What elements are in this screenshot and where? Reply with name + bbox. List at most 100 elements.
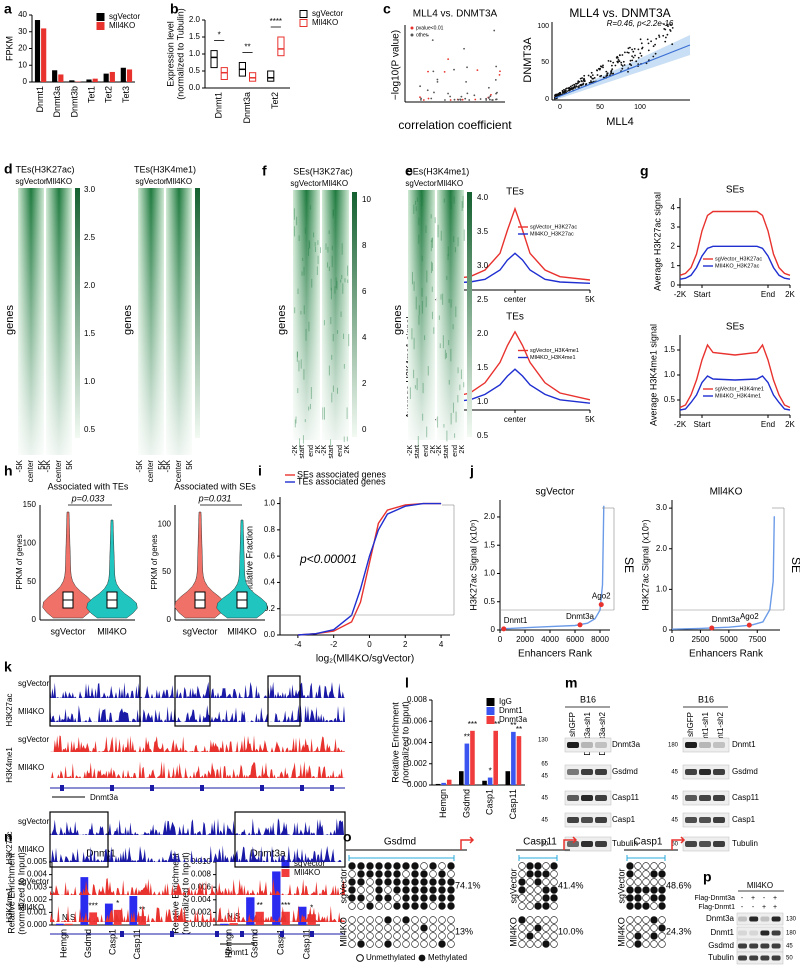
heatmap-streak — [322, 407, 324, 420]
cpg — [438, 894, 446, 902]
cpg — [375, 870, 383, 878]
panel-label: j — [469, 463, 474, 479]
y-label: Cumulative Fraction — [244, 526, 254, 606]
exon — [110, 785, 114, 791]
y-label: (normalized to Tubulin) — [175, 8, 185, 100]
dot — [431, 39, 434, 42]
y-label: H3K27ac Signal (x10⁵) — [640, 519, 650, 610]
x-tick-label: End — [761, 290, 775, 299]
heatmap-streak — [343, 436, 345, 443]
heatmap-streak — [418, 217, 420, 226]
band — [567, 795, 579, 801]
x-tick-label: -2K — [674, 290, 687, 299]
cpg — [438, 916, 446, 924]
exon — [200, 785, 204, 791]
cpg — [429, 916, 437, 924]
bar — [109, 71, 115, 82]
cpg — [658, 916, 666, 924]
y-tick-label: 30 — [18, 27, 27, 36]
label: Tubulin — [732, 839, 758, 848]
cpg — [518, 886, 526, 894]
significance: **** — [270, 17, 282, 26]
band — [699, 795, 711, 801]
label: end — [308, 445, 315, 457]
heatmap-streak — [431, 286, 433, 292]
heatmap-streak — [316, 266, 318, 275]
heatmap-streak — [309, 241, 311, 249]
dot — [629, 59, 632, 62]
x-tick-label: Tet3 — [121, 86, 131, 103]
cpg — [411, 940, 419, 948]
label: sgVector — [338, 868, 348, 903]
heatmap-streak — [314, 242, 316, 247]
bar — [511, 731, 516, 785]
heatmap-streak — [309, 403, 311, 410]
panel-label: l — [405, 675, 409, 691]
band — [749, 930, 759, 936]
legend-swatch — [486, 698, 495, 706]
significance: * — [310, 903, 313, 912]
label: sgVector — [18, 679, 49, 688]
label: Dnmt1 — [710, 928, 734, 937]
y-tick-label: 0.4 — [264, 578, 276, 587]
label: Mll4KO — [18, 763, 44, 772]
dot — [602, 64, 604, 67]
cpg — [348, 870, 356, 878]
y-tick-label: 0.0 — [189, 83, 201, 92]
cpg — [658, 894, 666, 902]
label: Casp1 — [612, 815, 636, 824]
heatmap-streak — [308, 321, 310, 332]
heatmap-streak — [313, 232, 315, 238]
bar — [64, 923, 73, 925]
dot — [426, 89, 429, 92]
blot-bg — [682, 737, 730, 753]
band — [685, 742, 697, 748]
label: H3K27ac — [5, 694, 14, 727]
chart-title: Dnmt3a — [250, 849, 285, 860]
bar — [464, 743, 470, 785]
dot — [622, 60, 625, 63]
cpg — [518, 862, 526, 870]
legend-label: Dnmt1 — [499, 706, 523, 715]
heatmap-streak — [347, 265, 349, 276]
dot — [614, 64, 617, 67]
cpg — [366, 924, 374, 932]
cpg — [518, 932, 526, 940]
legend-swatch — [299, 19, 308, 27]
dot — [464, 97, 467, 100]
box — [267, 70, 275, 82]
cpg — [393, 878, 401, 886]
heatmap-streak — [307, 247, 309, 256]
label: Gsdmd — [384, 837, 416, 848]
label: - — [752, 904, 755, 911]
cpg — [634, 916, 642, 924]
dot — [637, 56, 640, 59]
dot — [576, 85, 578, 88]
label: SEs(H3K27ac) — [293, 166, 353, 176]
heatmap-fade — [166, 188, 192, 455]
y-tick-label: 0.000 — [191, 920, 212, 929]
band — [771, 955, 781, 961]
label: 0 — [545, 96, 549, 103]
cpg — [447, 870, 455, 878]
band — [738, 930, 747, 936]
heatmap-streak — [413, 369, 415, 379]
y-tick-label: 20 — [18, 44, 27, 53]
y-tick-label: 0 — [23, 77, 28, 86]
bar — [441, 782, 446, 785]
heatmap-streak — [437, 224, 439, 238]
cpg — [366, 878, 374, 886]
cpg — [650, 916, 658, 924]
label: FPKM of genes — [150, 534, 159, 589]
label: H3K4me1 — [5, 887, 14, 923]
heatmap-streak — [414, 385, 416, 389]
heatmap-streak — [463, 229, 465, 241]
band — [738, 916, 747, 922]
x-label: Enhancers Rank — [689, 649, 764, 660]
legend-swatch — [96, 22, 105, 30]
dot — [646, 38, 649, 41]
dot — [566, 90, 568, 92]
dot — [474, 98, 477, 101]
box — [210, 50, 218, 69]
